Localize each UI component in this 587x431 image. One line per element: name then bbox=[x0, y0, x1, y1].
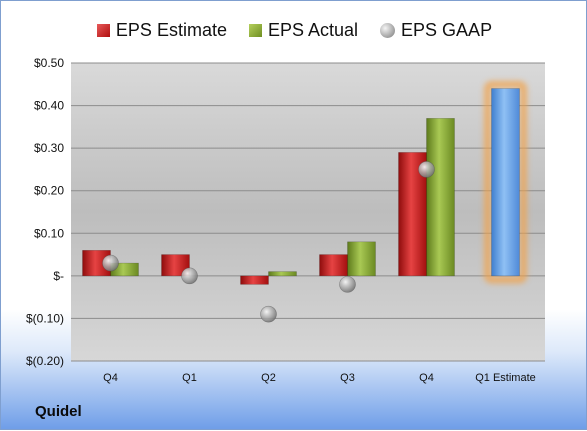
gridlines bbox=[71, 62, 545, 362]
gaap-point bbox=[181, 267, 198, 285]
y-tick-label: $- bbox=[53, 269, 64, 283]
bar-eps-actual bbox=[426, 118, 455, 277]
bar-eps-estimate bbox=[319, 254, 348, 277]
company-name: Quidel bbox=[35, 403, 82, 420]
legend-label-estimate: EPS Estimate bbox=[115, 19, 227, 40]
y-tick-label: $0.30 bbox=[34, 141, 64, 155]
x-tick-label: Q2 bbox=[261, 372, 276, 384]
forecast-highlight bbox=[484, 81, 527, 284]
x-tick-label: Q1 Estimate bbox=[475, 372, 536, 384]
legend-swatch-gaap bbox=[380, 22, 396, 38]
y-tick-label: $0.10 bbox=[34, 226, 64, 240]
gaap-points bbox=[102, 161, 435, 323]
y-tick-label: $0.50 bbox=[34, 56, 64, 70]
bar-q1-estimate bbox=[491, 88, 520, 277]
legend-swatch-estimate bbox=[96, 23, 110, 37]
y-tick-label: $(0.10) bbox=[26, 311, 64, 325]
gaap-point bbox=[418, 161, 435, 178]
legend-item-gaap: EPS GAAP bbox=[380, 20, 492, 41]
x-tick-label: Q4 bbox=[419, 372, 434, 384]
gaap-point bbox=[339, 276, 356, 293]
legend-label-actual: EPS Actual bbox=[267, 19, 359, 40]
y-tick-label: $(0.20) bbox=[26, 354, 64, 368]
bar-eps-estimate bbox=[161, 254, 190, 277]
x-tick-label: Q4 bbox=[103, 372, 118, 384]
gaap-point bbox=[260, 305, 277, 323]
plot-area bbox=[71, 63, 545, 361]
bar-eps-actual bbox=[347, 241, 376, 277]
y-axis: $0.50 $0.40 $0.30 $0.20 $0.10 $- $(0.10) $(0.20… bbox=[26, 56, 64, 368]
bar-eps-actual bbox=[268, 271, 297, 277]
x-axis: Q4 Q1 Q2 Q3 Q4 Q1 Estimate bbox=[103, 372, 536, 384]
legend-swatch-actual bbox=[248, 23, 262, 37]
y-tick-label: $0.20 bbox=[34, 184, 64, 198]
legend-item-estimate: EPS Estimate bbox=[96, 19, 227, 41]
bar-eps-estimate bbox=[240, 275, 269, 285]
x-tick-label: Q3 bbox=[340, 372, 355, 384]
legend: EPS Estimate EPS Actual EPS GAAP bbox=[1, 15, 587, 45]
legend-item-actual: EPS Actual bbox=[248, 19, 359, 41]
x-tick-label: Q1 bbox=[182, 372, 197, 384]
y-tick-label: $0.40 bbox=[34, 99, 64, 113]
gaap-point bbox=[102, 254, 119, 272]
legend-label-gaap: EPS GAAP bbox=[401, 19, 493, 40]
